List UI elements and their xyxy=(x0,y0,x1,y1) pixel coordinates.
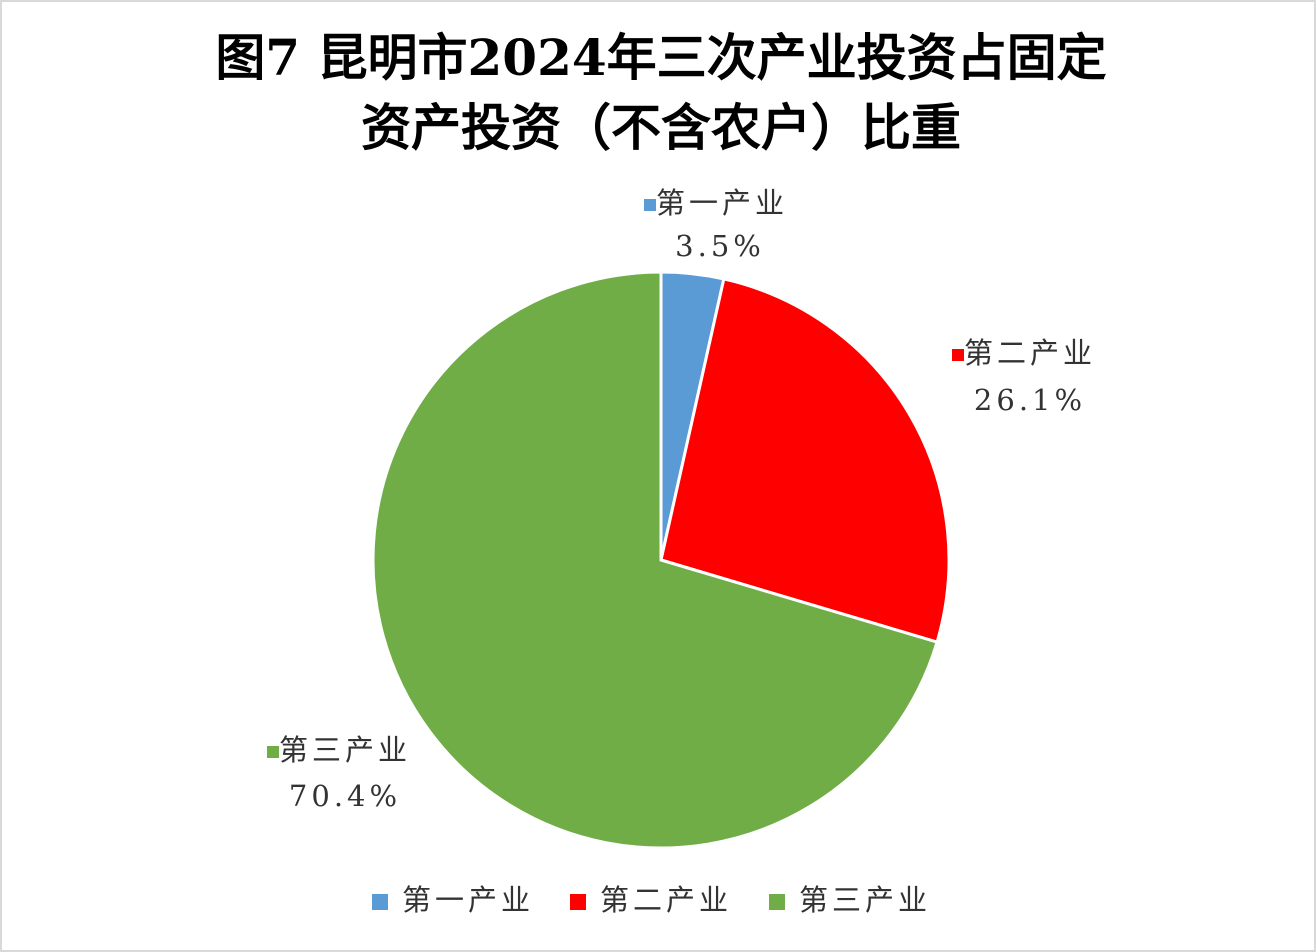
pie-slice xyxy=(659,277,951,644)
data-label-name: 第三产业 xyxy=(279,733,411,767)
data-label: 70.4% xyxy=(289,779,401,813)
label-marker xyxy=(267,746,279,758)
data-label-name: 第二产业 xyxy=(964,336,1096,370)
legend-marker xyxy=(570,894,586,910)
data-label: 3.5% xyxy=(675,229,765,263)
data-label-name: 第一产业 xyxy=(656,186,788,220)
data-label: 26.1% xyxy=(974,383,1086,417)
legend-label: 第一产业 xyxy=(402,883,534,917)
label-marker xyxy=(644,199,656,211)
label-marker xyxy=(952,349,964,361)
legend-label: 第二产业 xyxy=(600,883,732,917)
chart-title: 资产投资（不含农户）比重 xyxy=(361,98,961,157)
legend-marker xyxy=(372,894,388,910)
chart-title: 图7 昆明市2024年三次产业投资占固定 xyxy=(215,28,1106,87)
legend-marker xyxy=(769,894,785,910)
legend-label: 第三产业 xyxy=(799,883,931,917)
pie-slice xyxy=(371,270,939,850)
